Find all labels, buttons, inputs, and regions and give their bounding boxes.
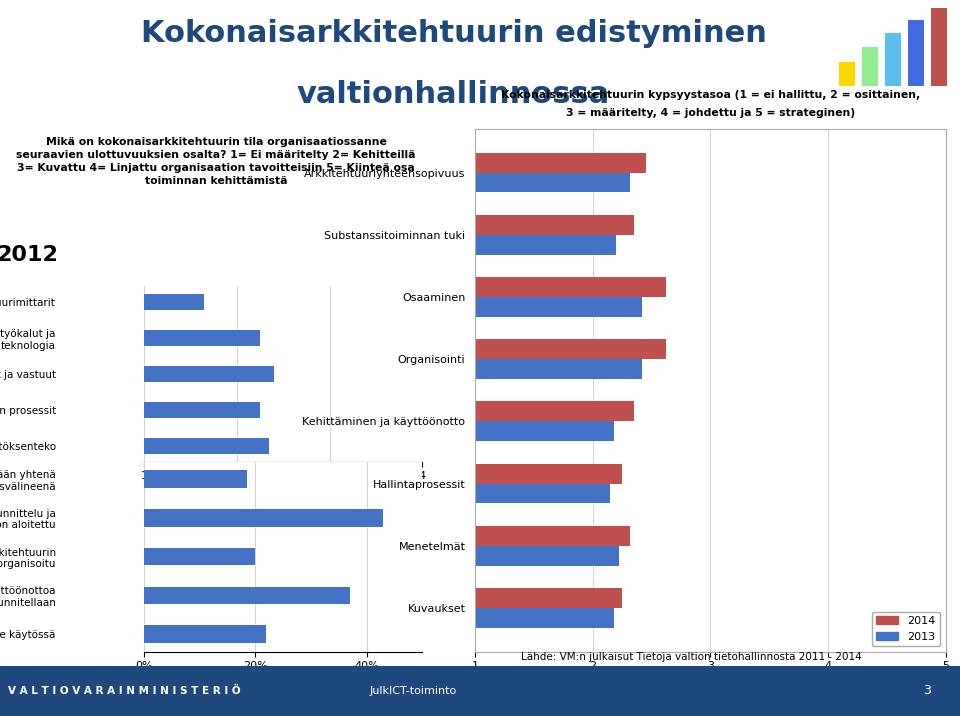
Bar (475, 421, 614, 441)
Bar (144, 626, 267, 643)
Bar (475, 153, 646, 173)
Text: V A L T I O V A R A I N M I N I S T E R I Ö: V A L T I O V A R A I N M I N I S T E R … (9, 686, 241, 696)
Text: 2012: 2012 (0, 246, 58, 266)
Bar (475, 297, 642, 317)
Text: Kokonaisarkkitehtuurin kypsyystasoa (1 = ei hallittu, 2 = osittainen,: Kokonaisarkkitehtuurin kypsyystasoa (1 =… (501, 90, 920, 100)
Bar (908, 19, 924, 86)
Bar (144, 437, 269, 454)
Text: 2011: 2011 (0, 676, 58, 696)
Bar (885, 33, 900, 86)
Bar (931, 8, 947, 86)
Bar (475, 463, 622, 483)
Bar (144, 548, 255, 566)
Bar (475, 215, 634, 235)
Bar (144, 470, 247, 488)
Text: Lähde: VM:n julkaisut Tietoja valtion tietohallinnosta 2011 - 2014: Lähde: VM:n julkaisut Tietoja valtion ti… (521, 652, 861, 662)
Bar (475, 608, 614, 628)
Text: Mikä on kokonaisarkkitehtuurin tila organisaatiossanne
seuraavien ulottuvuuksien: Mikä on kokonaisarkkitehtuurin tila orga… (16, 137, 416, 186)
Bar (475, 526, 631, 546)
Bar (475, 173, 631, 193)
Text: Kokonaisarkkitehtuurin edistyminen: Kokonaisarkkitehtuurin edistyminen (140, 19, 766, 49)
Bar (475, 339, 665, 359)
Bar (839, 62, 854, 86)
Bar (144, 586, 350, 604)
Bar (144, 509, 383, 526)
Bar (475, 483, 611, 503)
Bar (144, 330, 260, 347)
Text: valtionhallinnossa: valtionhallinnossa (297, 80, 611, 109)
Text: JulkICT-toiminto: JulkICT-toiminto (370, 686, 456, 696)
Bar (475, 402, 634, 421)
Bar (144, 402, 260, 418)
Bar (475, 546, 618, 566)
Text: 3 = määritelty, 4 = johdettu ja 5 = strateginen): 3 = määritelty, 4 = johdettu ja 5 = stra… (565, 108, 855, 118)
Bar (475, 235, 616, 255)
Bar (475, 588, 622, 608)
Legend: 2014, 2013: 2014, 2013 (872, 611, 940, 646)
Text: 3: 3 (924, 684, 931, 697)
Bar (144, 294, 204, 311)
Bar (475, 277, 665, 297)
Bar (475, 359, 642, 379)
Bar (862, 47, 877, 86)
Bar (144, 366, 274, 382)
